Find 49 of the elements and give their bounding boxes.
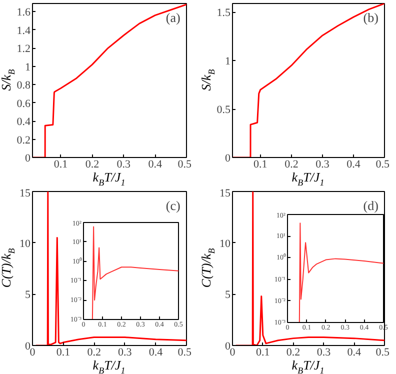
y-tick-label: 0.8: [16, 80, 31, 92]
x-tick-label: 0.3: [118, 346, 132, 358]
y-tick-label: 1.6: [16, 6, 31, 19]
x-tick-label: 0.2: [286, 346, 300, 358]
y-tick-label: 5: [225, 289, 231, 302]
y-tick-label: 1.2: [16, 43, 30, 56]
annotation: (d): [363, 198, 378, 214]
x-tick-label: 0.1: [56, 346, 70, 358]
x-tick-label: 0.2: [85, 158, 100, 170]
line-series: [232, 4, 384, 158]
x-tick-label: 0.1: [254, 158, 268, 170]
x-tick-label: 0.4: [347, 346, 362, 358]
x-tick-label: 0.1: [256, 346, 270, 358]
y-tick-label: 1.4: [16, 24, 31, 37]
x-tick-label: 0.1: [54, 158, 68, 170]
line-series: [92, 226, 178, 320]
x-axis-title: k$_{B}$T/J$_{1}$: [92, 170, 126, 188]
x-tick-label: 0.3: [316, 346, 332, 358]
x-axis-title: k$_{B}$T/J$_{1}$: [292, 170, 324, 188]
x-axis-title: k$_{B}$T/J$_{1}$: [292, 358, 324, 374]
annotation: (b): [363, 10, 378, 26]
x-tick-label: 0.3: [116, 158, 132, 170]
x-tick-label: 0.4: [148, 346, 164, 358]
y-tick-label: 10: [20, 238, 31, 250]
x-tick-label: 0.5: [178, 158, 192, 170]
x-tick-label: 0.5: [376, 346, 390, 358]
annotation: (c): [166, 198, 180, 214]
annotation: (a): [166, 10, 180, 26]
y-tick-label: 1: [225, 56, 230, 68]
y-tick-label: 15: [220, 188, 231, 200]
x-tick-label: 0.5: [376, 158, 390, 170]
y-tick-label: 0.5: [216, 104, 231, 116]
x-tick-label: 0.2: [284, 158, 298, 170]
line-series: [298, 222, 384, 322]
x-tick-label: 0.4: [346, 158, 361, 170]
x-tick-label: 0.4: [148, 158, 162, 170]
x-axis-title: k$_{B}$T/J$_{1}$: [92, 358, 126, 374]
y-tick-label: 0.4: [16, 116, 31, 128]
y-tick-label: 1: [25, 61, 30, 74]
y-tick-label: 10: [220, 238, 231, 250]
y-tick-label: 15: [20, 188, 31, 200]
y-tick-label: 5: [25, 289, 31, 302]
y-tick-label: 0.2: [16, 134, 30, 146]
y-tick-label: 0.6: [16, 98, 31, 110]
x-tick-label: 0.5: [178, 346, 192, 358]
x-tick-label: 0.3: [316, 158, 330, 170]
line-series: [32, 4, 186, 158]
x-tick-label: 0.2: [87, 346, 101, 358]
y-tick-label: 1.5: [216, 7, 231, 20]
